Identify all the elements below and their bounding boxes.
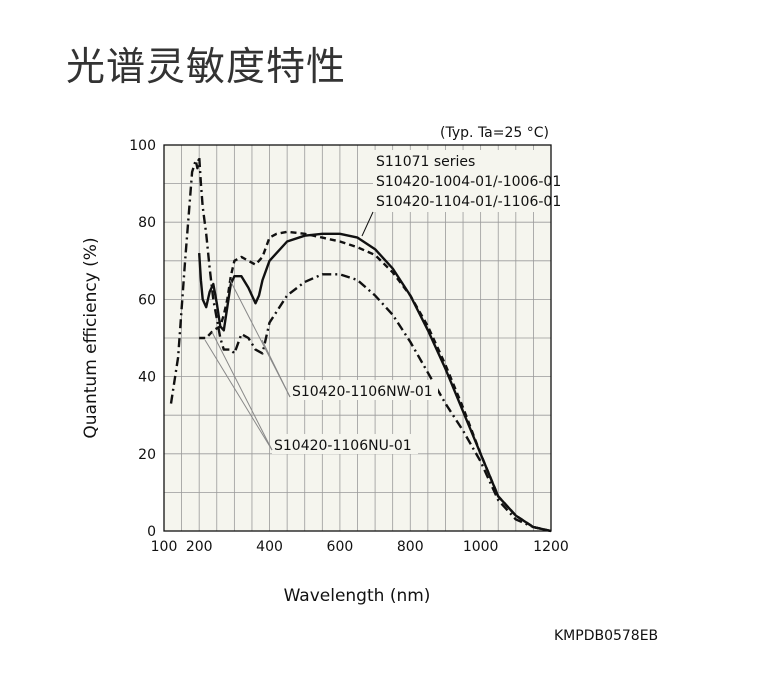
x-tick-label: 1200 bbox=[533, 539, 569, 555]
chart-annotation: (Typ. Ta=25 °C) bbox=[440, 125, 549, 141]
y-tick-label: 20 bbox=[138, 447, 156, 463]
nu-leader-1 bbox=[204, 339, 273, 451]
x-axis-title: Wavelength (nm) bbox=[284, 586, 431, 606]
y-tick-label: 40 bbox=[138, 370, 156, 386]
x-tick-label: 400 bbox=[256, 539, 283, 555]
nw-leader-2 bbox=[229, 279, 291, 398]
legend-box-bg bbox=[373, 150, 548, 212]
x-tick-label: 800 bbox=[397, 539, 424, 555]
legend-leader bbox=[361, 211, 374, 237]
nw-label-bg bbox=[290, 380, 438, 400]
legend-line-3: S10420-1104-01/-1106-01 bbox=[376, 194, 561, 210]
x-tick-label: 1000 bbox=[463, 539, 499, 555]
plot-frame bbox=[163, 144, 552, 532]
tick-labels: 100 200 400 600 800 1000 1200 0 20 40 60 80 100 bbox=[129, 138, 569, 555]
nu-label-bg bbox=[272, 434, 418, 454]
grid bbox=[164, 145, 551, 531]
annotation-nw: S10420-1106NW-01 bbox=[292, 384, 433, 400]
x-tick-label: 100 bbox=[151, 539, 178, 555]
y-axis-title: Quantum efficiency (%) bbox=[81, 237, 101, 438]
x-tick-label: 600 bbox=[327, 539, 354, 555]
legend-line-2: S10420-1004-01/-1006-01 bbox=[376, 174, 561, 190]
x-tick-label: 200 bbox=[186, 539, 213, 555]
nu-leader-2 bbox=[211, 331, 273, 451]
y-tick-label: 100 bbox=[129, 138, 156, 154]
annotation-nu: S10420-1106NU-01 bbox=[274, 438, 412, 454]
y-tick-label: 60 bbox=[138, 292, 156, 308]
series-line-dash-dot bbox=[169, 155, 552, 533]
y-tick-label: 80 bbox=[138, 215, 156, 231]
legend-line-1: S11071 series bbox=[376, 154, 475, 170]
page-title: 光谱灵敏度特性 bbox=[66, 45, 347, 90]
series-line-solid bbox=[198, 232, 552, 533]
series-lines bbox=[169, 155, 552, 533]
y-tick-label: 0 bbox=[147, 524, 156, 540]
document-code: KMPDB0578EB bbox=[554, 628, 659, 644]
series-line-dashed bbox=[199, 230, 552, 533]
